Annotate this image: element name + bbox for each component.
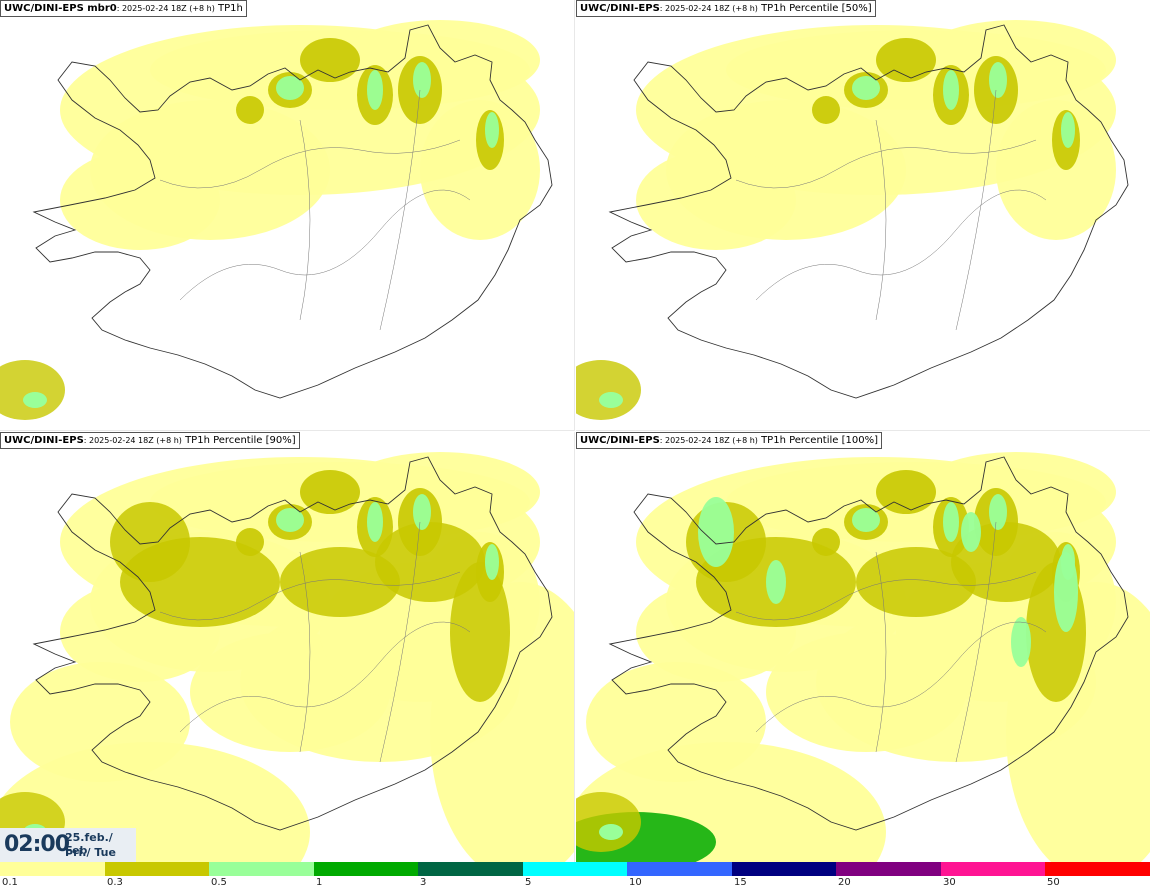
legend-swatch-3 bbox=[313, 862, 419, 876]
iceland-coastline bbox=[608, 24, 1129, 399]
map-panel-2: UWC/DINI-EPS: 2025-02-24 18Z (+8 h) TP1h… bbox=[576, 0, 1150, 431]
valid-day: Þri./ Tue bbox=[65, 846, 116, 859]
precipitation-map bbox=[0, 20, 553, 420]
legend-swatch-4 bbox=[418, 862, 523, 876]
valid-time-box: 02:00 25.feb./ Feb Þri./ Tue bbox=[0, 828, 136, 862]
legend-swatch-0 bbox=[0, 862, 105, 876]
legend-swatch-2 bbox=[209, 862, 314, 876]
valid-time: 02:00 bbox=[4, 832, 70, 857]
legend-tick-label: 50 bbox=[1047, 877, 1060, 888]
legend-tick-label: 10 bbox=[629, 877, 642, 888]
precipitation-fields bbox=[576, 452, 1150, 862]
legend-swatch-7 bbox=[731, 862, 837, 876]
legend-tick-label: 30 bbox=[943, 877, 956, 888]
legend-tick-label: 3 bbox=[420, 877, 427, 888]
model-name: UWC/DINI-EPS bbox=[580, 3, 660, 14]
legend-tick-label: 20 bbox=[838, 877, 851, 888]
iceland-coastline bbox=[608, 456, 1129, 831]
boundary-lines bbox=[735, 89, 1047, 331]
model-name: UWC/DINI-EPS bbox=[580, 435, 660, 446]
map-panel-4: UWC/DINI-EPS: 2025-02-24 18Z (+8 h) TP1h… bbox=[576, 432, 1150, 863]
precipitation-map bbox=[576, 20, 1129, 420]
legend-tick-label: 5 bbox=[525, 877, 532, 888]
map-panel-1: UWC/DINI-EPS mbr0: 2025-02-24 18Z (+8 h)… bbox=[0, 0, 575, 431]
boundary-lines bbox=[735, 521, 1047, 763]
legend-swatch-10 bbox=[1045, 862, 1150, 876]
panel-title: UWC/DINI-EPS mbr0: 2025-02-24 18Z (+8 h)… bbox=[0, 0, 247, 17]
precipitation-fields bbox=[576, 20, 1116, 420]
product-name: TP1h Percentile [90%] bbox=[181, 435, 296, 446]
precipitation-legend: 0.1 0.3 0.5 1 3 5 10 15 20 30 50 bbox=[0, 862, 1150, 891]
legend-tick-label: 0.3 bbox=[107, 877, 123, 888]
valid-date: 25.feb./ Feb bbox=[65, 831, 113, 857]
iceland-coastline bbox=[32, 456, 553, 831]
legend-tick-label: 0.1 bbox=[2, 877, 18, 888]
model-name: UWC/DINI-EPS mbr0 bbox=[4, 3, 117, 14]
panel-title: UWC/DINI-EPS: 2025-02-24 18Z (+8 h) TP1h… bbox=[576, 0, 876, 17]
run-info: : 2025-02-24 18Z (+8 h) bbox=[659, 436, 758, 445]
product-name: TP1h bbox=[214, 3, 243, 14]
legend-color-bar bbox=[0, 862, 1150, 876]
legend-swatch-5 bbox=[522, 862, 628, 876]
panel-title: UWC/DINI-EPS: 2025-02-24 18Z (+8 h) TP1h… bbox=[576, 432, 882, 449]
run-info: : 2025-02-24 18Z (+8 h) bbox=[83, 436, 182, 445]
map-panel-3: UWC/DINI-EPS: 2025-02-24 18Z (+8 h) TP1h… bbox=[0, 432, 575, 863]
precipitation-fields bbox=[0, 20, 540, 420]
run-info: : 2025-02-24 18Z (+8 h) bbox=[116, 4, 215, 13]
legend-tick-label: 1 bbox=[316, 877, 323, 888]
product-name: TP1h Percentile [100%] bbox=[757, 435, 878, 446]
legend-tick-label: 0.5 bbox=[211, 877, 227, 888]
precipitation-map bbox=[576, 452, 1150, 862]
iceland-coastline bbox=[32, 24, 553, 399]
boundary-lines bbox=[159, 521, 471, 763]
model-name: UWC/DINI-EPS bbox=[4, 435, 84, 446]
precipitation-map bbox=[0, 452, 574, 862]
legend-swatch-9 bbox=[940, 862, 1046, 876]
product-name: TP1h Percentile [50%] bbox=[757, 3, 872, 14]
legend-swatch-1 bbox=[104, 862, 210, 876]
boundary-lines bbox=[159, 89, 471, 331]
legend-swatch-8 bbox=[836, 862, 941, 876]
run-info: : 2025-02-24 18Z (+8 h) bbox=[659, 4, 758, 13]
legend-swatch-6 bbox=[627, 862, 732, 876]
panel-title: UWC/DINI-EPS: 2025-02-24 18Z (+8 h) TP1h… bbox=[0, 432, 300, 449]
legend-tick-label: 15 bbox=[734, 877, 747, 888]
precipitation-fields bbox=[0, 452, 574, 862]
